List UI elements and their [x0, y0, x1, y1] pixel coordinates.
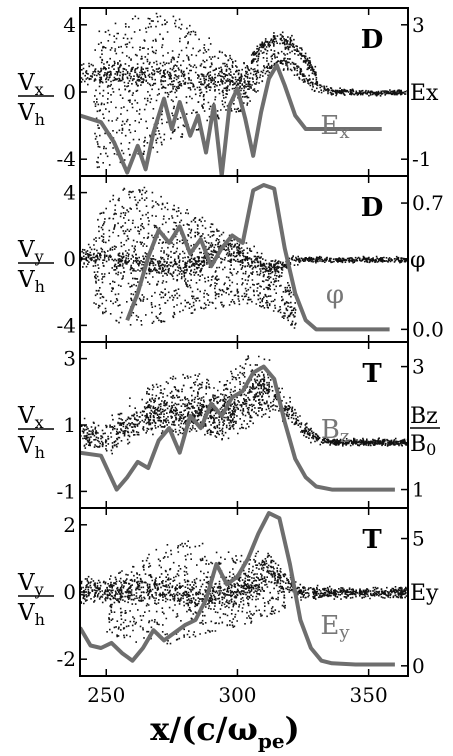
x-tick-label: 300 — [218, 683, 256, 707]
panel-2-ylabel-numerator: Vy — [17, 237, 44, 266]
panel-4-tag: T — [362, 525, 382, 555]
panel-2-series-1 — [80, 239, 408, 282]
panel-1-left-tick-label: 4 — [63, 13, 76, 37]
panel-1-right-tick-label: 3 — [412, 13, 425, 37]
panel-2-curve-label: φ — [326, 280, 344, 310]
panel-3-curve-group — [80, 364, 395, 492]
panel-1-series-1 — [80, 50, 408, 97]
panel-3-ylabel-numerator: Vx — [17, 403, 44, 432]
panel-1-curve-label: Ex — [320, 111, 349, 143]
panel-2-tag: D — [361, 193, 384, 223]
panel-2-left-tick-label: 0 — [63, 247, 76, 271]
panel-3-tag: T — [362, 359, 382, 389]
panel-3-curve-label: Bz — [321, 415, 350, 447]
panel-4-curve — [80, 511, 395, 667]
panel-4-right-tick-label: 5 — [412, 527, 425, 551]
panel-1-scatter — [80, 12, 408, 169]
panel-1-ylabel-numerator: Vx — [17, 70, 44, 99]
panel-2-right-tick-label: 0.7 — [412, 191, 444, 215]
panel-4-ylabel-denominator: Vh — [17, 600, 45, 629]
panel-3-scatter — [80, 355, 408, 455]
panel-2-left-tick-label: -4 — [57, 313, 76, 337]
x-tick-label: 250 — [87, 683, 125, 707]
panel-4-right-label: Ey — [410, 581, 439, 606]
panel-1-right-tick-label: -1 — [412, 147, 431, 171]
panels: 40-43-1VxVhExDEx40-40.70.0VyVhφDφ31-131V… — [17, 7, 444, 678]
panel-3-left-tick-label: -1 — [57, 479, 76, 503]
panel-4-curve-group — [80, 511, 395, 667]
panel-4-left-tick-label: -2 — [57, 647, 76, 671]
panel-3-left-tick-label: 3 — [63, 347, 76, 371]
panel-2-ylabel-denominator: Vh — [17, 267, 45, 296]
panel-4-scatter — [80, 540, 408, 645]
panel-1-left-tick-label: -4 — [57, 147, 76, 171]
panel-3-right-tick-label: 1 — [412, 478, 425, 502]
panel-2-curve-group — [125, 183, 390, 332]
panel-1-ylabel-denominator: Vh — [17, 100, 45, 129]
panel-4-left-tick-label: 0 — [63, 580, 76, 604]
panel-2-scatter — [80, 186, 408, 329]
panel-1-curve-group — [80, 63, 382, 176]
panel-4-left-tick-label: 2 — [63, 513, 76, 537]
panel-4-curve-label: Ey — [320, 611, 350, 643]
panel-2-right-tick-label: 0.0 — [412, 317, 444, 341]
panel-2-left-tick-label: 4 — [63, 181, 76, 205]
panel-4-right-tick-label: 0 — [412, 654, 425, 678]
panel-1-right-label: Ex — [410, 81, 439, 106]
panel-3-right-label-bottom: B0 — [410, 432, 436, 459]
panel-1-curve — [80, 63, 382, 176]
panel-4-series-1 — [80, 559, 408, 615]
panel-3-left-tick-label: 1 — [63, 413, 76, 437]
x-tick-label: 350 — [350, 683, 388, 707]
panel-1-series-3 — [250, 31, 318, 81]
panel-1-left-tick-label: 0 — [63, 80, 76, 104]
panel-3-curve — [80, 364, 395, 492]
panel-4-ylabel-numerator: Vy — [17, 570, 44, 599]
panel-3-series-2 — [145, 355, 271, 441]
panel-3-right-label-top: Bz — [410, 404, 438, 429]
panel-2-right-label: φ — [410, 248, 425, 273]
panel-3-right-label: Bz B0 — [410, 404, 440, 459]
x-axis-label: x/(c/ωpe) — [150, 710, 299, 753]
panel-2-curve — [125, 183, 390, 332]
x-axis: x/(c/ωpe) 250 300 350 — [87, 683, 388, 753]
panel-1-tag: D — [361, 25, 384, 55]
panel-3-ylabel-denominator: Vh — [17, 433, 45, 462]
panel-3-right-tick-label: 3 — [412, 355, 425, 379]
